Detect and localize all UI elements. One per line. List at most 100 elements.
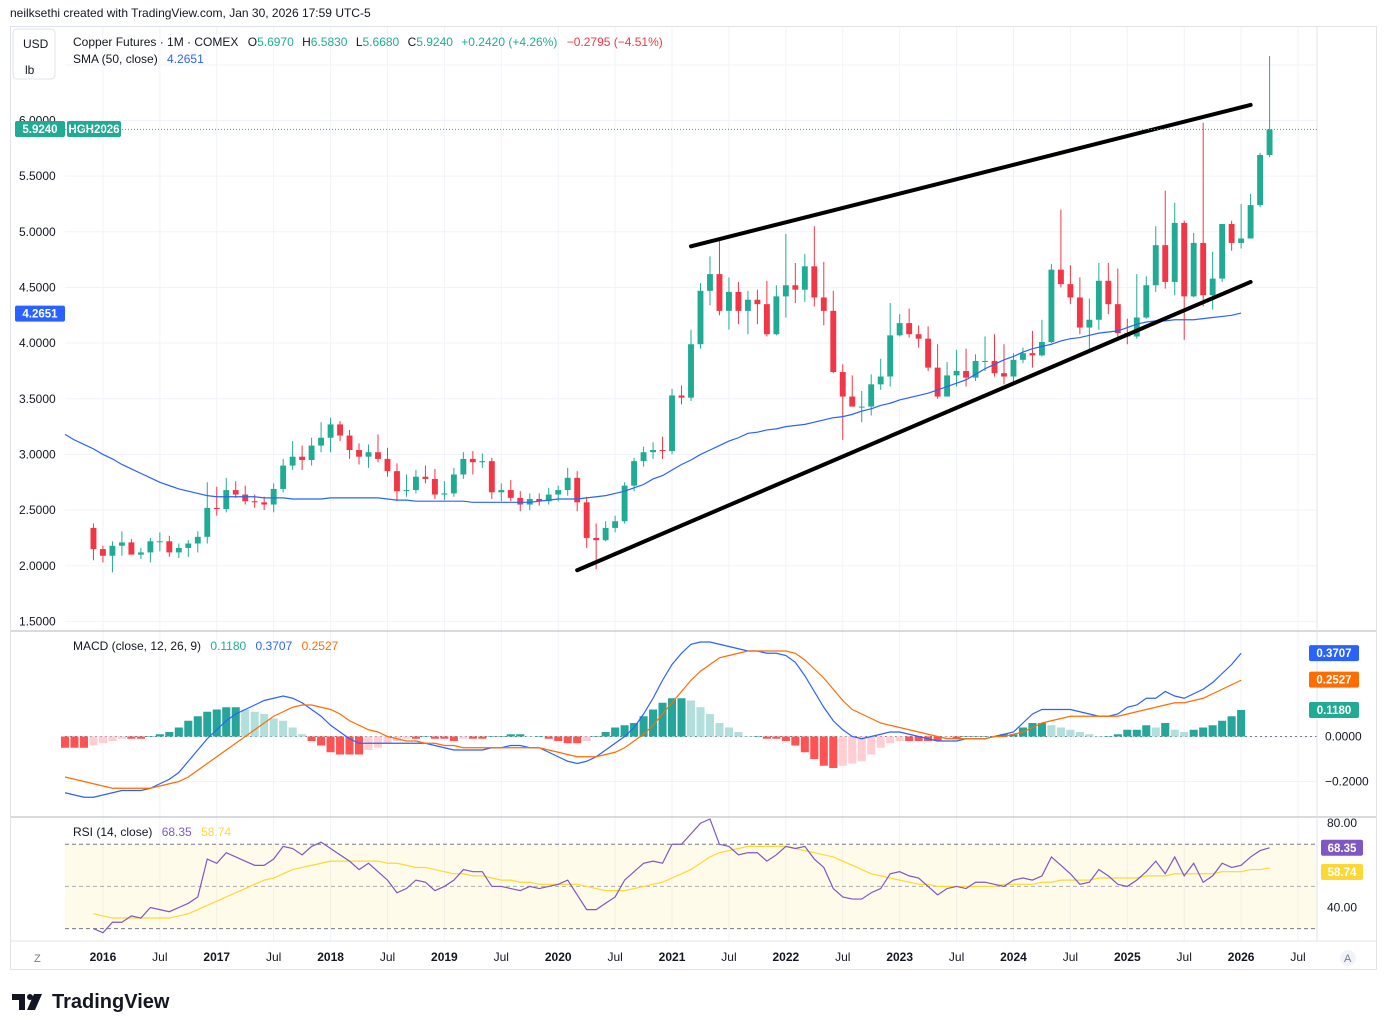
- macd-histogram-bar: [1066, 729, 1075, 737]
- price-tick-label: 4.0000: [19, 336, 56, 350]
- candle-body: [185, 543, 192, 548]
- candle-body: [375, 452, 381, 459]
- sma-legend: SMA (50, close) 4.2651: [73, 52, 204, 66]
- macd-histogram-bar: [1189, 729, 1198, 737]
- rsi-line: [93, 818, 1270, 934]
- chart-caption: neilksethi created with TradingView.com,…: [10, 6, 371, 20]
- rsi-legend-value: 68.35: [162, 825, 192, 839]
- candle-body: [678, 395, 685, 398]
- candle-body: [337, 424, 344, 436]
- candle-body: [640, 452, 647, 462]
- macd-signal-line: [64, 650, 1242, 789]
- time-tick-label: 2022: [772, 950, 799, 964]
- macd-tick-label: 0.0000: [1325, 730, 1362, 744]
- time-tick-label: 2016: [90, 950, 117, 964]
- candle-body: [1114, 304, 1121, 334]
- time-tick-label: Jul: [266, 950, 281, 964]
- macd-histogram-bar: [980, 736, 990, 737]
- candle-body: [422, 476, 429, 479]
- candle-body: [839, 372, 846, 397]
- rsi-tick-label: 40.00: [1327, 901, 1357, 915]
- candle-body: [631, 461, 638, 486]
- currency-button[interactable]: USD: [23, 37, 49, 51]
- macd-histogram-bar: [250, 711, 259, 737]
- sma-line-group: [64, 312, 1242, 503]
- candle-body: [830, 310, 837, 373]
- candle-body: [1247, 205, 1254, 239]
- candle-body: [725, 291, 732, 311]
- time-tick-label: 2017: [203, 950, 230, 964]
- macd-axis-tag-0: 0.3707: [1316, 648, 1351, 660]
- chart-frame: 1.5000 2.0000 2.5000 3.0000 3.5000 4.0000 4.50…: [10, 26, 1377, 970]
- time-tick-label: 2024: [1000, 950, 1027, 964]
- macd-histogram-bar: [1132, 729, 1141, 737]
- time-tick-label: 2026: [1228, 950, 1255, 964]
- candle-body: [612, 521, 619, 528]
- candle-body: [972, 360, 979, 378]
- macd-histogram-bar: [79, 736, 89, 748]
- candle-body: [242, 494, 249, 502]
- candle-body: [1095, 280, 1102, 320]
- auto-scale-button-bg[interactable]: [1340, 950, 1356, 966]
- macd-legend-line: 0.3707: [256, 639, 293, 653]
- price-tick-label: 2.5000: [19, 503, 56, 517]
- legend-o-val: 5.6970: [257, 35, 294, 49]
- macd-histogram-bar: [317, 736, 326, 746]
- macd-legend-label: MACD (close, 12, 26, 9): [73, 639, 201, 653]
- rsi-axis-tag-1: 58.74: [1328, 867, 1357, 879]
- macd-histogram-bar: [952, 736, 961, 739]
- macd-histogram-bar: [867, 736, 876, 755]
- legend-o-key: O: [248, 35, 257, 49]
- candle-body: [261, 502, 268, 505]
- macd-histogram-bar: [468, 736, 477, 739]
- macd-histogram-bar: [231, 707, 240, 737]
- macd-histogram-bar: [943, 736, 952, 739]
- price-tick-label: 5.0000: [19, 225, 56, 239]
- macd-histogram-bar: [1123, 729, 1132, 737]
- macd-histogram-bar: [1161, 723, 1170, 737]
- auto-scale-button[interactable]: A: [1344, 953, 1352, 965]
- trendlines[interactable]: [575, 102, 1253, 573]
- macd-axis-tag-1-bg: [1309, 671, 1359, 688]
- time-tick-label: 2020: [545, 950, 572, 964]
- candle-body: [1190, 242, 1197, 297]
- macd-histogram-bar: [810, 736, 819, 759]
- candle-body: [137, 552, 144, 555]
- macd-histogram-bar: [592, 736, 601, 737]
- candle-body: [754, 299, 761, 305]
- chart-canvas[interactable]: 1.5000 2.0000 2.5000 3.0000 3.5000 4.0000 4.50…: [11, 27, 1376, 969]
- macd-histogram-bar: [762, 736, 771, 739]
- candle-body: [1067, 284, 1074, 298]
- candle-body: [517, 497, 524, 505]
- candle-body: [194, 536, 201, 544]
- contract-tag: HGH2026: [68, 124, 119, 136]
- currency-button-bg[interactable]: [12, 28, 56, 80]
- brand-logo[interactable]: TradingView: [12, 990, 169, 1014]
- candle-body: [318, 437, 325, 446]
- candle-body: [166, 541, 173, 553]
- macd-histogram-bar: [696, 707, 705, 737]
- macd-histogram-bar: [127, 736, 136, 739]
- macd-axis-tag-0-bg: [1309, 645, 1359, 662]
- unit-button[interactable]: lb: [25, 63, 35, 77]
- time-tick-label: Jul: [380, 950, 395, 964]
- rsi-ma-line: [93, 845, 1270, 919]
- legend-change: +0.2420 (+4.26%): [461, 35, 557, 49]
- candle-body: [1219, 224, 1226, 279]
- candle-body: [469, 458, 476, 463]
- candle-body: [593, 537, 600, 541]
- trendline-lower: [575, 279, 1253, 573]
- candle-body: [270, 488, 277, 505]
- candle-body: [934, 367, 941, 397]
- zoom-reset-button[interactable]: Z: [34, 953, 41, 965]
- macd-histogram-bar: [70, 736, 79, 748]
- macd-axis-tag-1: 0.2527: [1316, 675, 1351, 687]
- candle-body: [583, 502, 590, 538]
- macd-histogram-bar: [1227, 716, 1236, 737]
- candle-body: [431, 478, 438, 495]
- candle-body: [716, 274, 723, 311]
- price-tick-label: 2.0000: [19, 559, 56, 573]
- axis-labels: 1.5000 2.0000 2.5000 3.0000 3.5000 4.0000 4.50…: [19, 58, 1369, 964]
- candle-body: [688, 344, 694, 398]
- candle-body: [602, 527, 609, 541]
